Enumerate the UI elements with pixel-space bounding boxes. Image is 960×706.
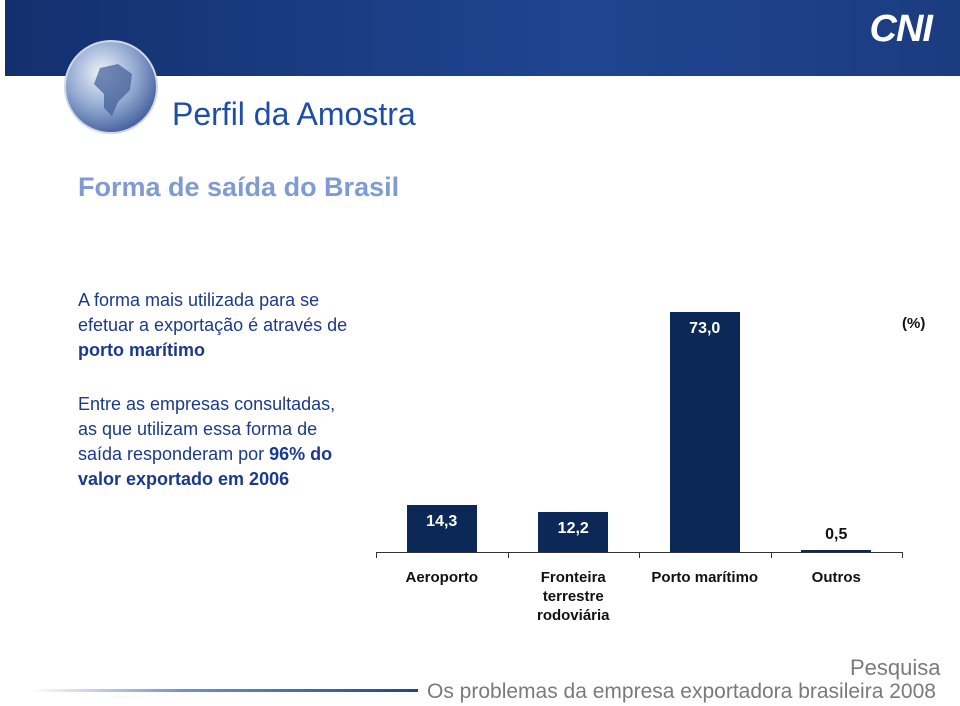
axis-tick bbox=[507, 552, 509, 558]
note: Entre as empresas consultadas, as que ut… bbox=[78, 392, 353, 492]
bar bbox=[406, 505, 477, 552]
publication-title: Os problemas da empresa exportadora bras… bbox=[427, 680, 936, 703]
unit-label: (%) bbox=[902, 315, 926, 332]
axis-tick bbox=[376, 552, 377, 558]
value-label: 14,3 bbox=[426, 512, 458, 530]
note-emphasis: 96% do valor exportado em 2006 bbox=[78, 444, 333, 489]
survey-label: Pesquisa bbox=[850, 655, 941, 680]
note-emphasis: porto marítimo bbox=[78, 340, 206, 360]
note-text: A forma mais utilizada para se efetuar a… bbox=[78, 290, 348, 335]
slide-title: Perfil da Amostra bbox=[172, 96, 416, 132]
globe-icon bbox=[64, 40, 158, 134]
note: A forma mais utilizada para se efetuar a… bbox=[78, 288, 353, 363]
logo: CNI bbox=[869, 8, 933, 50]
footer-rule bbox=[30, 689, 418, 692]
bar bbox=[801, 550, 872, 552]
header-banner bbox=[5, 0, 960, 76]
slide-subtitle: Forma de saída do Brasil bbox=[78, 172, 400, 202]
axis-tick bbox=[770, 552, 772, 558]
bar bbox=[669, 312, 740, 552]
x-tick-label: Fronteira terrestre rodoviária bbox=[536, 569, 610, 624]
x-tick-label: Aeroporto bbox=[405, 569, 479, 586]
bar bbox=[538, 511, 609, 552]
value-label: 73,0 bbox=[689, 320, 721, 337]
bar-chart: 14,3 12,2 73,0 0,5 bbox=[376, 290, 903, 558]
x-tick-label: Porto marítimo bbox=[651, 569, 759, 586]
axis-tick bbox=[639, 552, 640, 558]
note-text: Entre as empresas consultadas, as que ut… bbox=[78, 394, 336, 464]
axis-tick bbox=[902, 552, 903, 558]
value-label: 12,2 bbox=[557, 519, 589, 537]
value-label: 0,5 bbox=[825, 526, 848, 544]
x-tick-label: Outros bbox=[811, 569, 861, 586]
continent bbox=[94, 64, 132, 116]
